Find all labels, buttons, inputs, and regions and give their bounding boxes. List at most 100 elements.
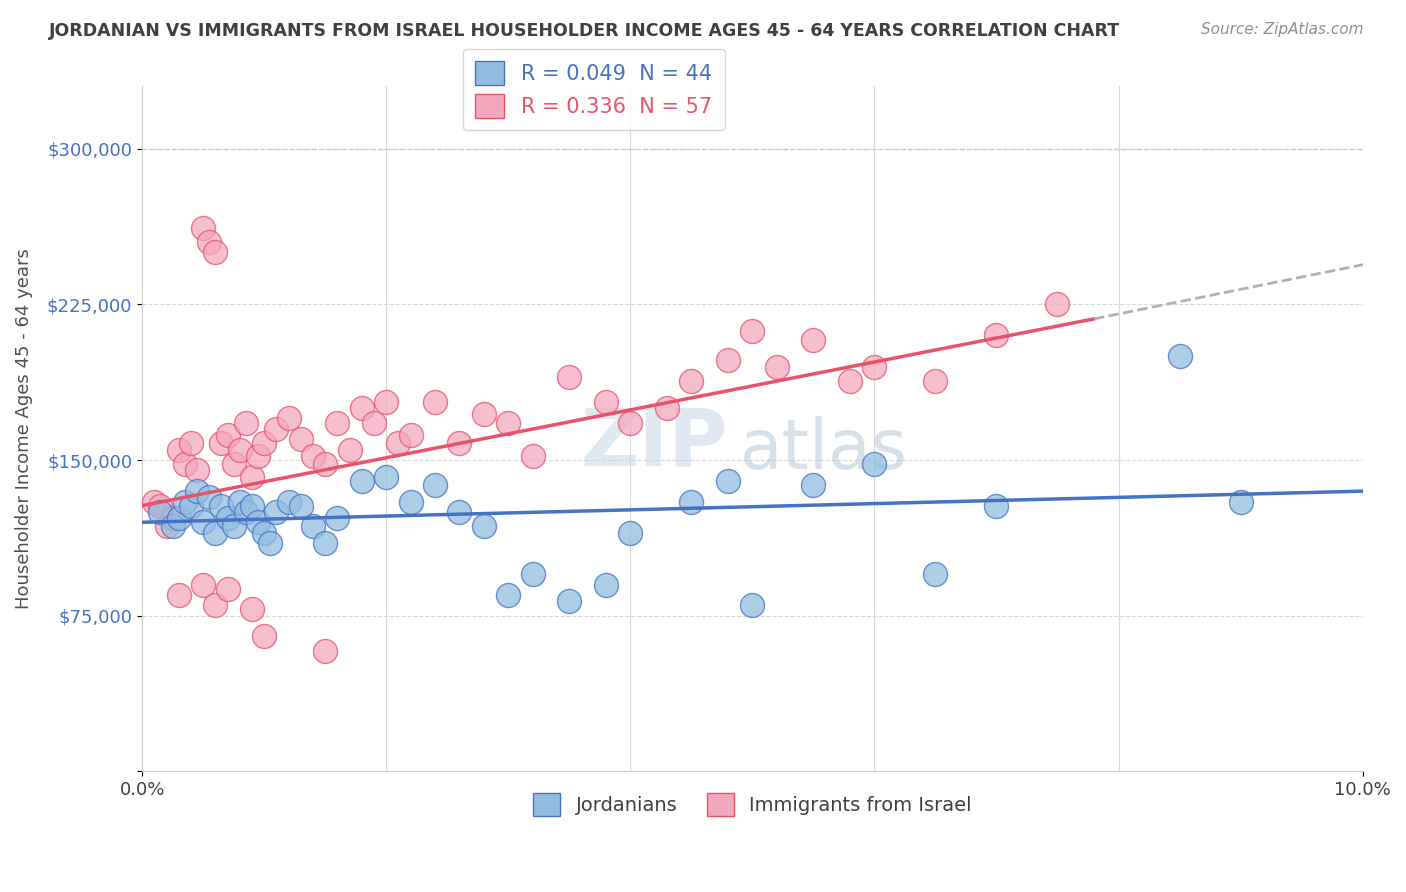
Point <box>326 416 349 430</box>
Point <box>191 220 214 235</box>
Point <box>839 374 862 388</box>
Point <box>191 516 214 530</box>
Point <box>558 370 581 384</box>
Point <box>375 469 398 483</box>
Point <box>399 428 422 442</box>
Point <box>229 494 252 508</box>
Point <box>472 519 495 533</box>
Point <box>302 519 325 533</box>
Point <box>253 436 276 450</box>
Point <box>986 499 1008 513</box>
Point <box>350 474 373 488</box>
Point <box>375 395 398 409</box>
Point <box>235 416 257 430</box>
Point <box>247 516 270 530</box>
Point <box>655 401 678 416</box>
Point <box>266 505 288 519</box>
Point <box>290 499 312 513</box>
Point <box>162 511 184 525</box>
Point <box>186 484 208 499</box>
Point <box>155 519 177 533</box>
Point <box>162 519 184 533</box>
Point <box>803 333 825 347</box>
Point <box>180 499 202 513</box>
Point <box>253 525 276 540</box>
Point <box>204 525 226 540</box>
Point <box>423 478 446 492</box>
Point <box>191 577 214 591</box>
Point <box>619 416 641 430</box>
Point <box>217 428 239 442</box>
Point <box>363 416 385 430</box>
Point <box>253 630 276 644</box>
Point <box>209 499 232 513</box>
Point <box>167 511 190 525</box>
Point <box>198 491 221 505</box>
Point <box>149 499 172 513</box>
Point <box>240 602 263 616</box>
Point <box>863 457 886 471</box>
Point <box>350 401 373 416</box>
Point <box>496 416 519 430</box>
Point <box>240 499 263 513</box>
Point <box>558 594 581 608</box>
Point <box>149 505 172 519</box>
Point <box>717 353 740 368</box>
Point <box>619 525 641 540</box>
Point <box>235 505 257 519</box>
Point <box>173 457 195 471</box>
Point <box>209 436 232 450</box>
Point <box>717 474 740 488</box>
Point <box>741 324 763 338</box>
Point <box>472 408 495 422</box>
Point <box>314 457 336 471</box>
Point <box>259 536 281 550</box>
Point <box>186 463 208 477</box>
Y-axis label: Householder Income Ages 45 - 64 years: Householder Income Ages 45 - 64 years <box>15 249 32 609</box>
Point <box>222 519 245 533</box>
Point <box>302 449 325 463</box>
Text: ZIP: ZIP <box>581 404 728 483</box>
Point <box>1229 494 1251 508</box>
Text: Source: ZipAtlas.com: Source: ZipAtlas.com <box>1201 22 1364 37</box>
Point <box>986 328 1008 343</box>
Point <box>277 411 299 425</box>
Point <box>449 505 471 519</box>
Point <box>1168 349 1191 363</box>
Point <box>204 245 226 260</box>
Point <box>1046 297 1069 311</box>
Point <box>143 494 166 508</box>
Point <box>277 494 299 508</box>
Point <box>423 395 446 409</box>
Point <box>924 374 946 388</box>
Point <box>314 536 336 550</box>
Point <box>326 511 349 525</box>
Point <box>496 588 519 602</box>
Point <box>173 494 195 508</box>
Point <box>803 478 825 492</box>
Point <box>387 436 409 450</box>
Point <box>222 457 245 471</box>
Point <box>266 422 288 436</box>
Text: atlas: atlas <box>740 417 908 483</box>
Point <box>595 395 617 409</box>
Point <box>240 469 263 483</box>
Point <box>595 577 617 591</box>
Point <box>339 442 361 457</box>
Point <box>198 235 221 249</box>
Point <box>765 359 787 374</box>
Point <box>863 359 886 374</box>
Point <box>247 449 270 463</box>
Point <box>180 436 202 450</box>
Point <box>741 599 763 613</box>
Point <box>399 494 422 508</box>
Point <box>449 436 471 450</box>
Point <box>204 599 226 613</box>
Point <box>314 644 336 658</box>
Point <box>217 511 239 525</box>
Point <box>522 567 544 582</box>
Point <box>681 374 703 388</box>
Point <box>229 442 252 457</box>
Text: JORDANIAN VS IMMIGRANTS FROM ISRAEL HOUSEHOLDER INCOME AGES 45 - 64 YEARS CORREL: JORDANIAN VS IMMIGRANTS FROM ISRAEL HOUS… <box>49 22 1121 40</box>
Legend: Jordanians, Immigrants from Israel: Jordanians, Immigrants from Israel <box>524 785 980 823</box>
